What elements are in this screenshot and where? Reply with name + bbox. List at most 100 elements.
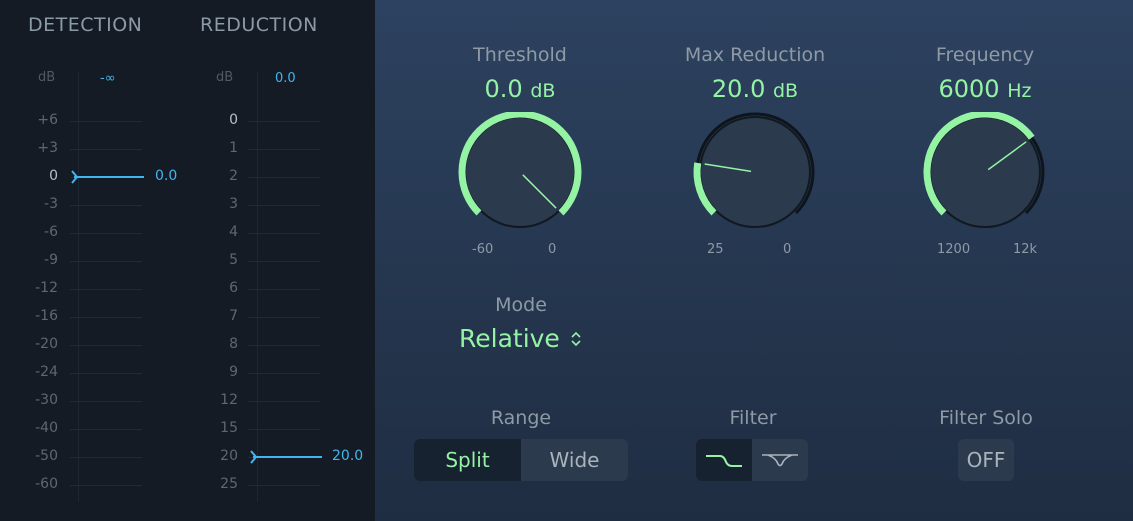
detection-gridline [70,401,142,402]
knob-unit: dB [772,80,799,102]
meter-panel: DETECTION REDUCTION dB -∞ dB 0.0 +6 +3 0 0.… [0,0,375,521]
detection-gridline [70,289,142,290]
knob-body [699,116,811,228]
mode-value: Relative [459,324,560,353]
bandpass-icon [762,454,798,467]
reduction-title: REDUCTION [200,14,318,36]
threshold-knob[interactable] [400,112,640,237]
detection-tick-label: -6 [44,224,58,240]
knob-pointer [987,141,1027,171]
knob-max-label: 12k [1013,242,1038,257]
reduction-tick-label: 9 [229,364,238,380]
reduction-gridline [248,261,320,262]
filter-label: Filter [729,407,777,429]
detection-marker-line [74,176,144,178]
reduction-tick-label: 12 [220,392,238,408]
knob-value: 6000 [938,75,1000,103]
detection-tick-label: -50 [35,448,58,464]
knob-min-label: 1200 [937,242,971,257]
filter-bandpass-button[interactable] [752,439,808,481]
frequency-knob[interactable] [865,112,1105,237]
reduction-gridline [248,401,320,402]
reduction-tick-label: 7 [229,308,238,324]
knob-min-label: 25 [707,242,724,257]
range-label: Range [490,407,552,429]
high-shelf-icon [706,455,742,467]
knob-max-label: 0 [783,242,792,257]
reduction-gridline [248,317,320,318]
reduction-tick-label: 4 [229,224,238,240]
knob-label: Max Reduction [684,44,826,66]
filter-solo-label: Filter Solo [939,407,1033,429]
knob-value-arc [458,112,582,216]
detection-tick-label: 0 [49,168,58,184]
detection-tick-label: -16 [35,308,58,324]
filter-segmented-control [696,439,808,481]
knob-pointer [704,163,752,173]
reduction-tick-label: 8 [229,336,238,352]
knob-pointer [522,174,557,209]
detection-gridline [70,373,142,374]
reduction-meter-track [257,72,258,502]
detection-tick-label: -12 [35,280,58,296]
knob-unit: dB [530,80,556,102]
detection-unit: dB [38,70,56,85]
detection-gridline [70,317,142,318]
reduction-gridline [248,429,320,430]
detection-gridline [70,485,142,486]
reduction-tick-label: 2 [229,168,238,184]
reduction-gridline [248,205,320,206]
reduction-gridline [248,345,320,346]
detection-title: DETECTION [28,14,143,36]
filter-solo-value: OFF [966,448,1006,472]
reduction-tick-label: 1 [229,140,238,156]
range-segmented-control: Split Wide [414,439,628,481]
reduction-marker-line [253,456,322,458]
reduction-marker-value: 20.0 [332,448,364,464]
detection-tick-label: -20 [35,336,58,352]
knob-min-label: -60 [472,242,494,257]
reduction-peak: 0.0 [275,71,296,86]
detection-tick-label: -9 [44,252,58,268]
detection-meter-track [78,72,79,502]
reduction-gridline [248,233,320,234]
knob-label: Frequency [935,44,1035,66]
knob-value-arc [693,162,717,216]
detection-gridline [70,345,142,346]
reduction-tick-label: 25 [220,476,238,492]
reduction-tick-label: 3 [229,196,238,212]
detection-tick-label: -30 [35,392,58,408]
knob-value-display: 6000 Hz [865,75,1105,103]
reduction-tick-label: 0 [229,112,238,128]
detection-tick-label: -40 [35,420,58,436]
max-reduction-knob[interactable] [635,112,875,237]
range-wide-button[interactable]: Wide [549,448,600,472]
reduction-gridline [248,289,320,290]
knob-value-display: 20.0 dB [635,75,875,103]
knob-label: Threshold [473,44,567,66]
reduction-gridline [248,373,320,374]
detection-tick-label: +3 [37,140,58,156]
mode-label: Mode [495,294,547,316]
detection-gridline [70,149,142,150]
detection-tick-label: -24 [35,364,58,380]
detection-gridline [70,205,142,206]
reduction-unit: dB [216,70,234,85]
controls-panel: Threshold 0.0 dB -60 0 Max Reduction 20.0… [375,0,1133,521]
reduction-gridline [248,485,320,486]
filter-solo-toggle[interactable]: OFF [958,439,1014,481]
detection-gridline [70,429,142,430]
detection-gridline [70,457,142,458]
knob-body [464,116,576,228]
knob-value-arc [923,112,1035,216]
knob-value-display: 0.0 dB [400,75,640,103]
up-down-chevron-icon [571,331,581,346]
detection-marker-value: 0.0 [155,168,178,184]
knob-unit: Hz [1007,80,1032,102]
knob-value: 20.0 [711,75,766,103]
mode-selector[interactable]: Relative [459,324,582,353]
reduction-gridline [248,149,320,150]
range-split-button[interactable]: Split [414,439,521,481]
knob-body [929,116,1041,228]
filter-highshelf-button[interactable] [696,439,752,481]
